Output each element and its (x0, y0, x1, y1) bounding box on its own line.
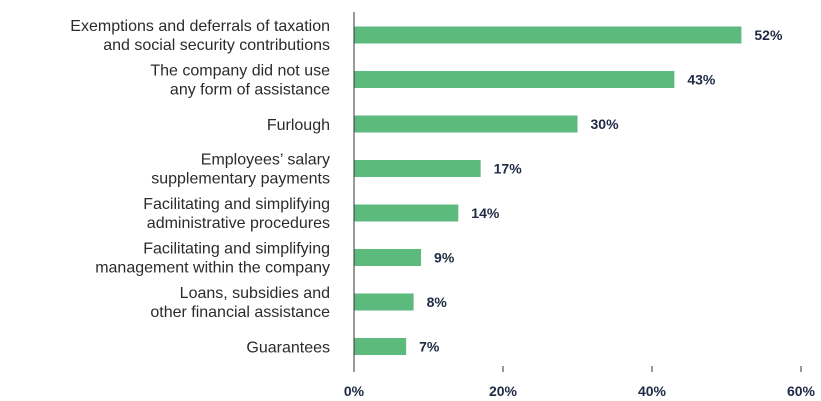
category-label-line: Facilitating and simplifying (143, 196, 330, 213)
x-tick-label: 20% (489, 383, 518, 399)
value-label: 30% (591, 116, 620, 132)
category-labels: Exemptions and deferrals of taxation and … (70, 18, 330, 357)
category-label: Employees’ salary supplementary payments (151, 152, 330, 188)
x-tick-label: 60% (787, 383, 816, 399)
category-label: Loans, subsidies and other financial assi… (150, 285, 330, 321)
category-label-line: Loans, subsidies and (180, 285, 330, 302)
category-label-line: and social security contributions (103, 37, 330, 54)
x-tick-label: 40% (638, 383, 667, 399)
bar (354, 71, 675, 88)
category-label-line: Exemptions and deferrals of taxation (70, 18, 330, 35)
category-label-line: other financial assistance (150, 304, 330, 321)
category-label-line: management within the company (95, 260, 330, 277)
category-label-line: Facilitating and simplifying (143, 241, 330, 258)
category-label-line: Furlough (267, 117, 330, 134)
category-label: Furlough (267, 117, 330, 134)
bar (354, 26, 742, 44)
value-labels: 52% 43% 30% 17% 14% 9% 8% 7% (419, 27, 783, 355)
category-label-line: supplementary payments (151, 171, 330, 188)
value-label: 14% (471, 205, 500, 221)
bar (354, 293, 414, 311)
value-label: 52% (754, 27, 783, 43)
bar (354, 204, 459, 222)
category-label: Guarantees (246, 340, 330, 357)
bar (354, 160, 481, 177)
category-label-line: Guarantees (246, 340, 330, 357)
category-label-line: any form of assistance (170, 82, 330, 99)
category-label: Facilitating and simplifying management w… (95, 241, 330, 277)
x-axis-ticks: 0% 20% 40% 60% (344, 366, 816, 399)
x-tick-label: 0% (344, 383, 365, 399)
value-label: 43% (687, 72, 716, 88)
category-label: Facilitating and simplifying administrati… (143, 196, 330, 232)
value-label: 17% (494, 161, 523, 177)
category-label-line: Employees’ salary (201, 152, 330, 169)
value-label: 7% (419, 339, 440, 355)
value-label: 9% (434, 250, 455, 266)
category-label: Exemptions and deferrals of taxation and … (70, 18, 330, 54)
bar (354, 338, 407, 355)
value-label: 8% (427, 294, 448, 310)
bar (354, 115, 578, 133)
category-label-line: administrative procedures (147, 215, 330, 232)
category-label-line: The company did not use (150, 63, 330, 80)
category-label: The company did not use any form of assis… (150, 63, 330, 99)
bar (354, 249, 422, 266)
bars-group (354, 26, 742, 355)
